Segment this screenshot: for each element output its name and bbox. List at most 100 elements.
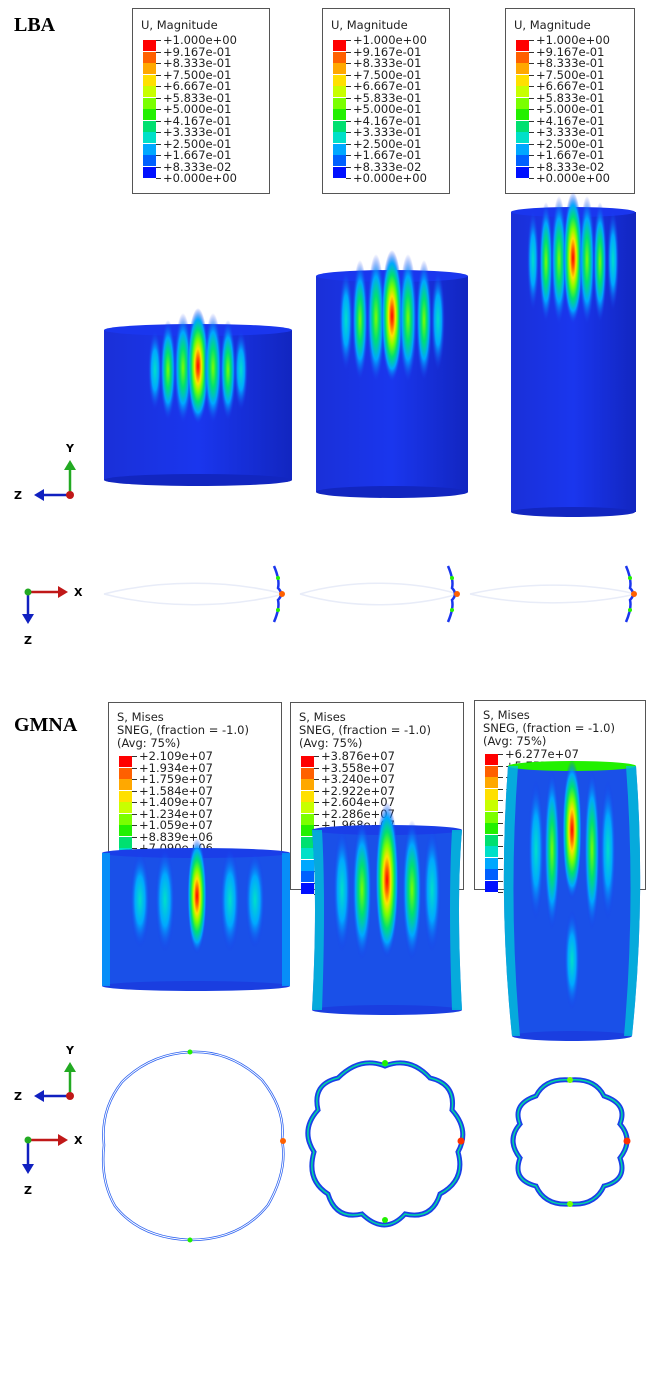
legend-value: +1.667e-01	[163, 148, 232, 162]
legend-tick	[498, 892, 503, 893]
legend-swatch	[301, 859, 314, 871]
legend-tick	[346, 109, 351, 110]
legend-swatch	[516, 120, 529, 132]
legend-swatch	[485, 846, 498, 857]
legend-value: +7.500e-01	[353, 67, 422, 82]
legend-tick	[132, 825, 137, 826]
legend-tick	[156, 178, 161, 179]
legend-swatch	[333, 63, 346, 74]
legend-value: +4.167e-01	[353, 113, 422, 128]
legend-value: +1.000e+00	[536, 33, 610, 47]
legend-value: +8.333e-02	[536, 159, 605, 174]
legend-swatch	[143, 74, 156, 86]
legend-value: +2.500e-01	[353, 136, 422, 151]
legend-tick	[156, 51, 161, 53]
legend-tick	[498, 857, 503, 859]
legend-swatch	[516, 132, 529, 143]
legend-swatch	[485, 765, 498, 777]
legend-swatch	[516, 97, 529, 109]
legend-value: +4.167e-01	[536, 113, 605, 128]
lba-legend-2: U, Magnitude +1.000e+00 +9.167e-01 +8.333e…	[322, 8, 450, 194]
legend-value: +1.234e+07	[139, 806, 213, 821]
legend-value: +5.000e-01	[163, 102, 232, 116]
legend-value: +7.500e-01	[536, 67, 605, 82]
legend-title: S, Mises	[117, 710, 164, 724]
legend-swatch	[119, 802, 132, 813]
legend-value: +0.000e+00	[536, 171, 610, 185]
axis-label-z: Z	[14, 489, 22, 502]
legend-swatch	[301, 882, 314, 894]
legend-value: +8.333e-02	[353, 159, 422, 174]
legend-tick	[156, 74, 161, 76]
triad-yz-lba: Y Z	[14, 442, 76, 502]
legend-value: +3.876e+07	[321, 749, 395, 763]
axis-label-z: Z	[24, 1184, 32, 1197]
legend-tick	[132, 779, 137, 780]
legend-swatch	[485, 811, 498, 823]
legend-swatch	[333, 143, 346, 155]
gmna-ring-2	[305, 1060, 466, 1228]
legend-tick	[156, 155, 161, 156]
triad-xz-lba: X Z	[22, 586, 83, 647]
legend-tick	[529, 97, 534, 99]
legend-swatch	[485, 834, 498, 846]
legend-avg: (Avg: 75%)	[483, 734, 547, 748]
legend-title: S, Mises	[483, 708, 530, 722]
legend-value: +1.409e+07	[139, 795, 213, 809]
legend-swatch	[143, 51, 156, 63]
legend-value: +9.167e-01	[536, 44, 605, 59]
legend-swatch	[333, 155, 346, 166]
legend-value: +3.333e-01	[353, 125, 422, 139]
legend-swatch	[333, 40, 346, 51]
legend-title: S, Mises	[299, 710, 346, 724]
legend-swatch	[516, 51, 529, 63]
legend-tick	[132, 813, 137, 815]
legend-swatch	[143, 155, 156, 166]
legend-swatch	[301, 836, 314, 848]
lba-cylinder-3	[511, 192, 636, 517]
legend-value: +7.090e+06	[139, 841, 213, 855]
lba-cylinder-1	[104, 308, 292, 486]
legend-swatch	[143, 166, 156, 178]
legend-tick	[156, 63, 161, 64]
legend-swatch	[301, 756, 314, 767]
legend-value: +3.333e-01	[536, 125, 605, 139]
legend-tick	[498, 834, 503, 836]
legend-swatch	[143, 97, 156, 109]
legend-tick	[346, 51, 351, 53]
legend-tick	[132, 836, 137, 838]
legend-tick	[498, 869, 503, 870]
legend-tick	[314, 767, 319, 769]
legend-tick	[132, 767, 137, 769]
legend-value: +5.833e-01	[163, 90, 232, 105]
gmna-ring-3	[510, 1077, 631, 1207]
lba-ring-1	[103, 565, 285, 623]
legend-tick	[346, 143, 351, 145]
legend-tick	[346, 40, 351, 41]
legend-tick	[498, 846, 503, 847]
legend-swatch	[143, 109, 156, 120]
legend-value: +9.167e-01	[353, 44, 422, 59]
legend-swatch	[119, 779, 132, 790]
legend-swatch	[516, 40, 529, 51]
legend-value: +2.500e-01	[536, 136, 605, 151]
legend-tick	[529, 132, 534, 133]
triad-xz-gmna: X Z	[22, 1134, 83, 1197]
lba-ring-3	[469, 565, 637, 623]
legend-tick	[529, 63, 534, 64]
legend-swatch	[143, 132, 156, 143]
legend-swatch	[119, 825, 132, 836]
legend-tick	[156, 97, 161, 99]
legend-tick	[529, 178, 534, 179]
legend-value: +4.167e-01	[163, 113, 232, 128]
legend-value: +3.558e+07	[321, 760, 395, 775]
lba-legend-1: U, Magnitude +1.000e+00 +9.167e-01 +8.333e…	[132, 8, 270, 194]
legend-swatch	[485, 788, 498, 800]
legend-value: +9.167e-01	[163, 44, 232, 59]
legend-value: +1.584e+07	[139, 783, 213, 798]
legend-tick	[346, 132, 351, 133]
legend-swatch	[333, 51, 346, 63]
legend-swatch	[143, 63, 156, 74]
legend-swatch	[301, 825, 314, 836]
legend-swatch	[301, 767, 314, 779]
